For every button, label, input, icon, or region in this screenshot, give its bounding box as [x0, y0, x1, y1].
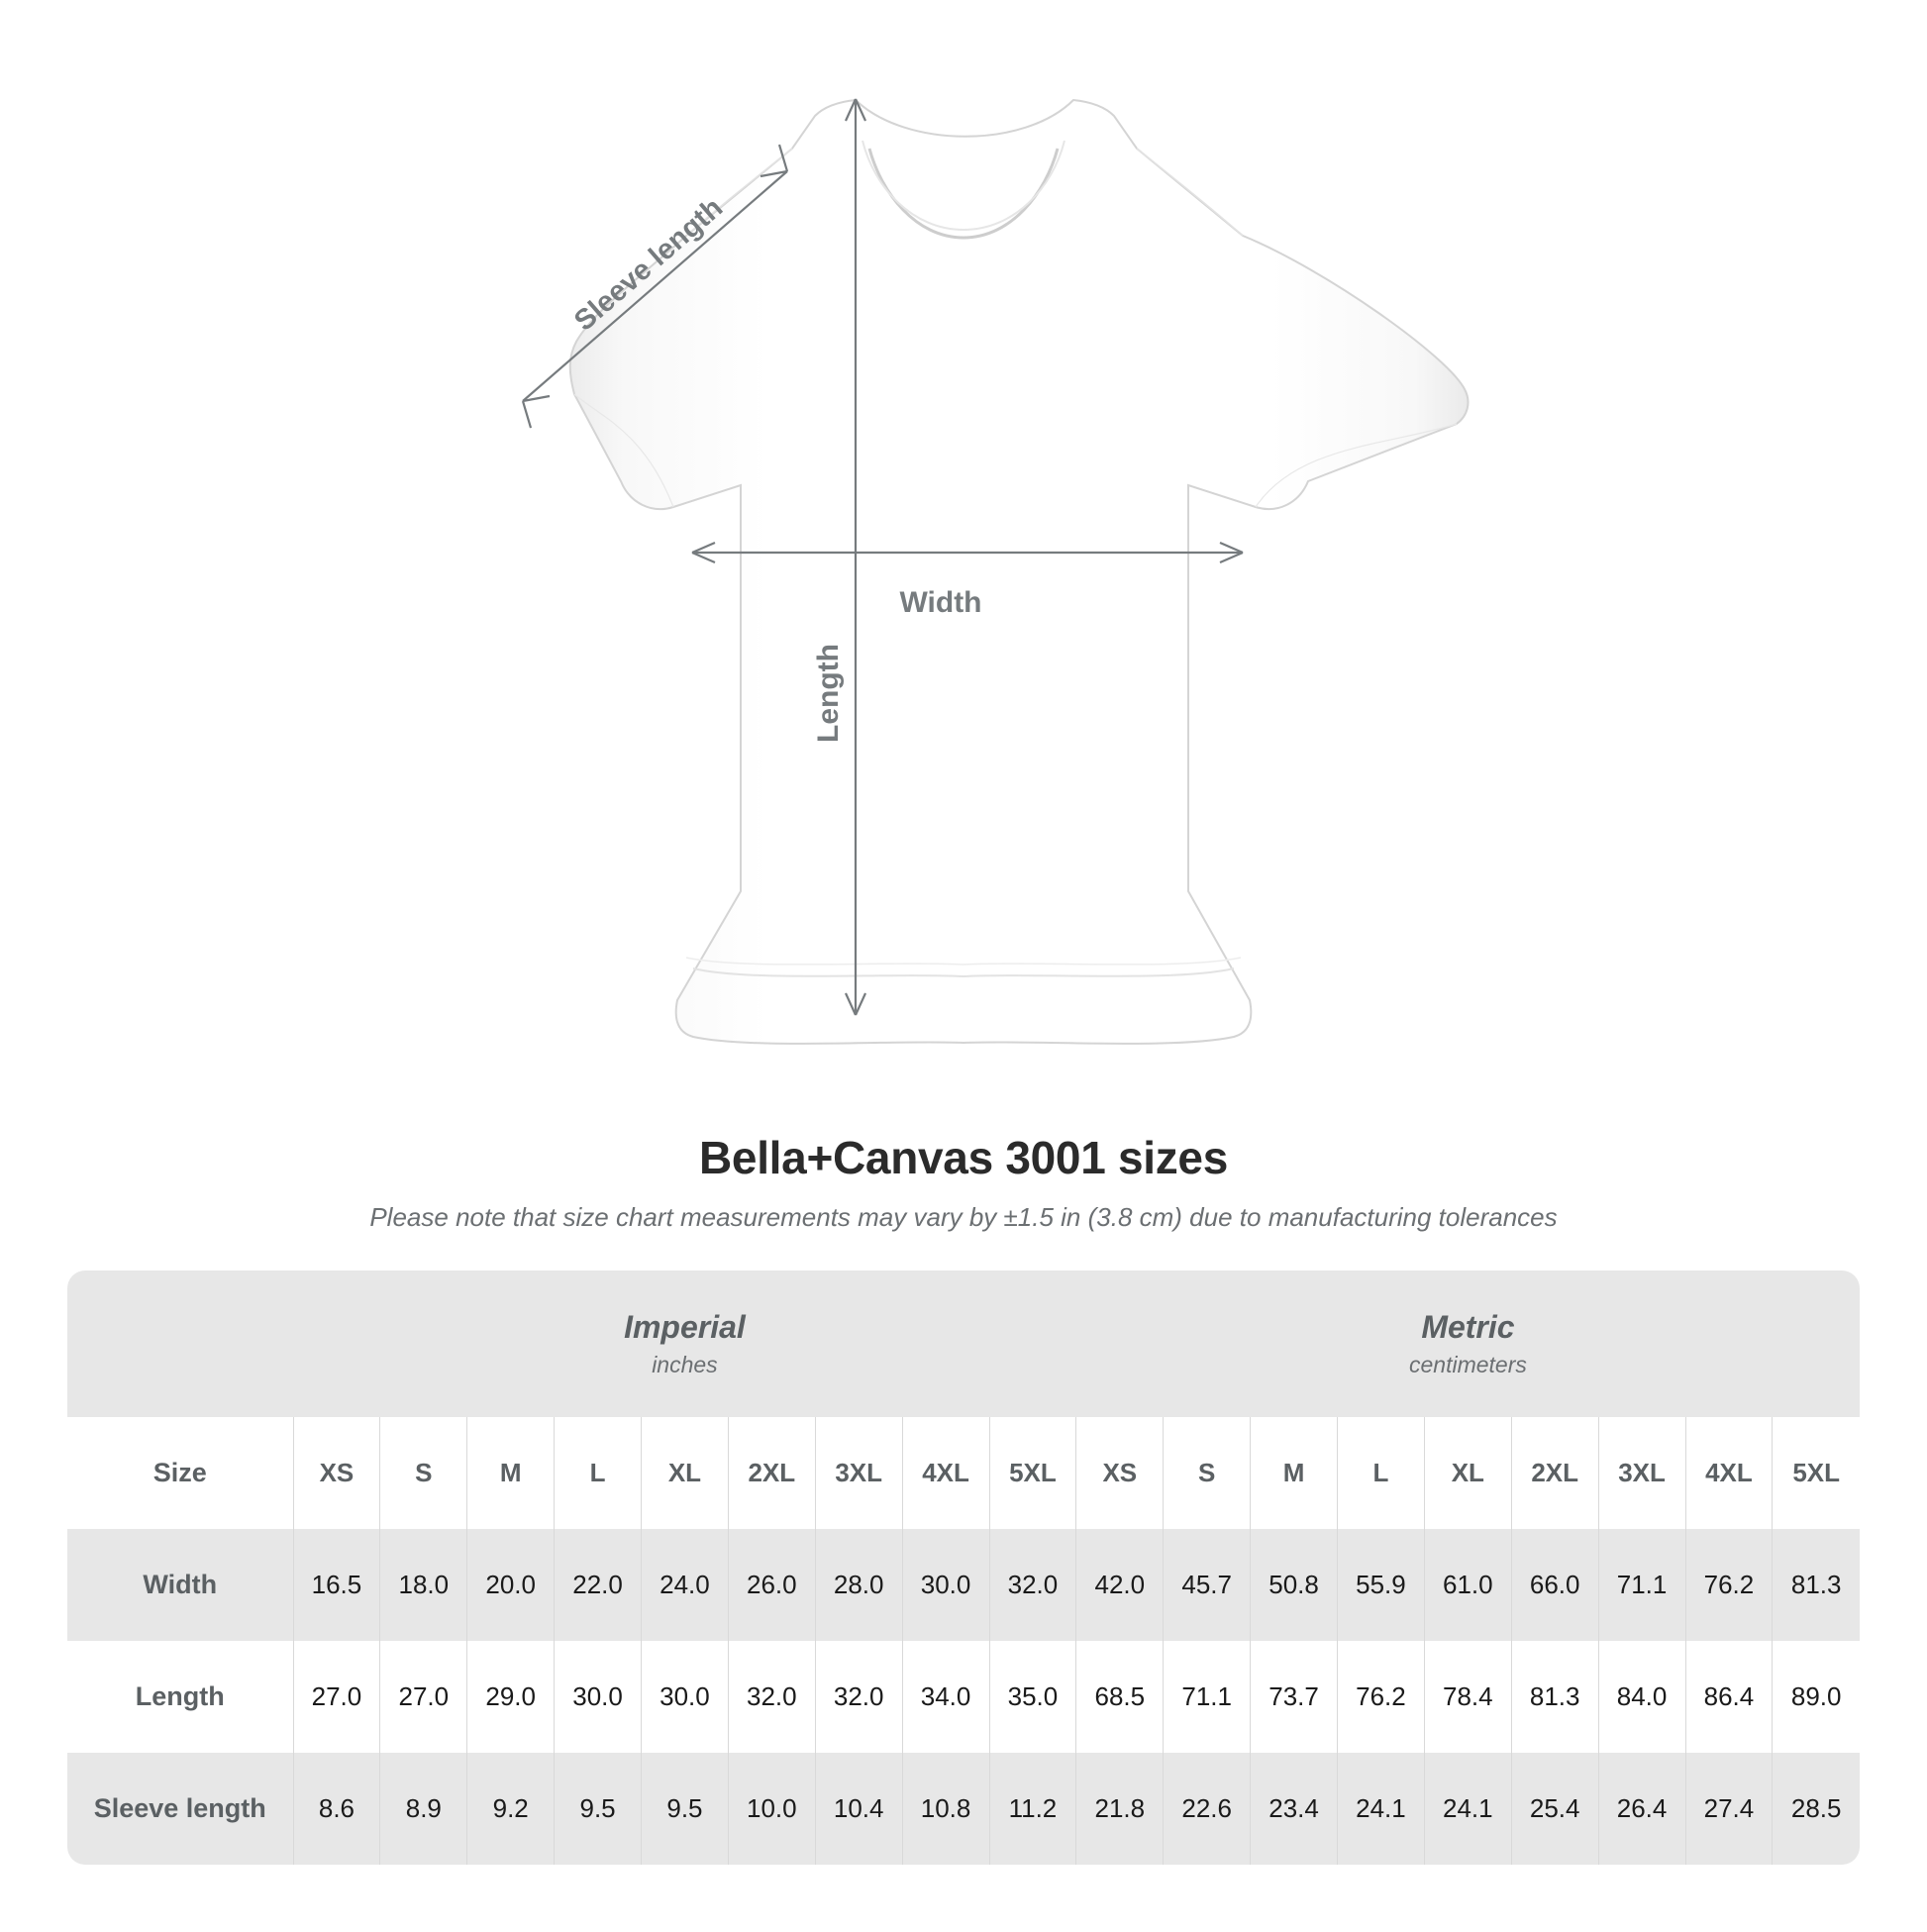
svg-text:Length: Length	[812, 644, 845, 743]
svg-text:Width: Width	[899, 586, 981, 619]
